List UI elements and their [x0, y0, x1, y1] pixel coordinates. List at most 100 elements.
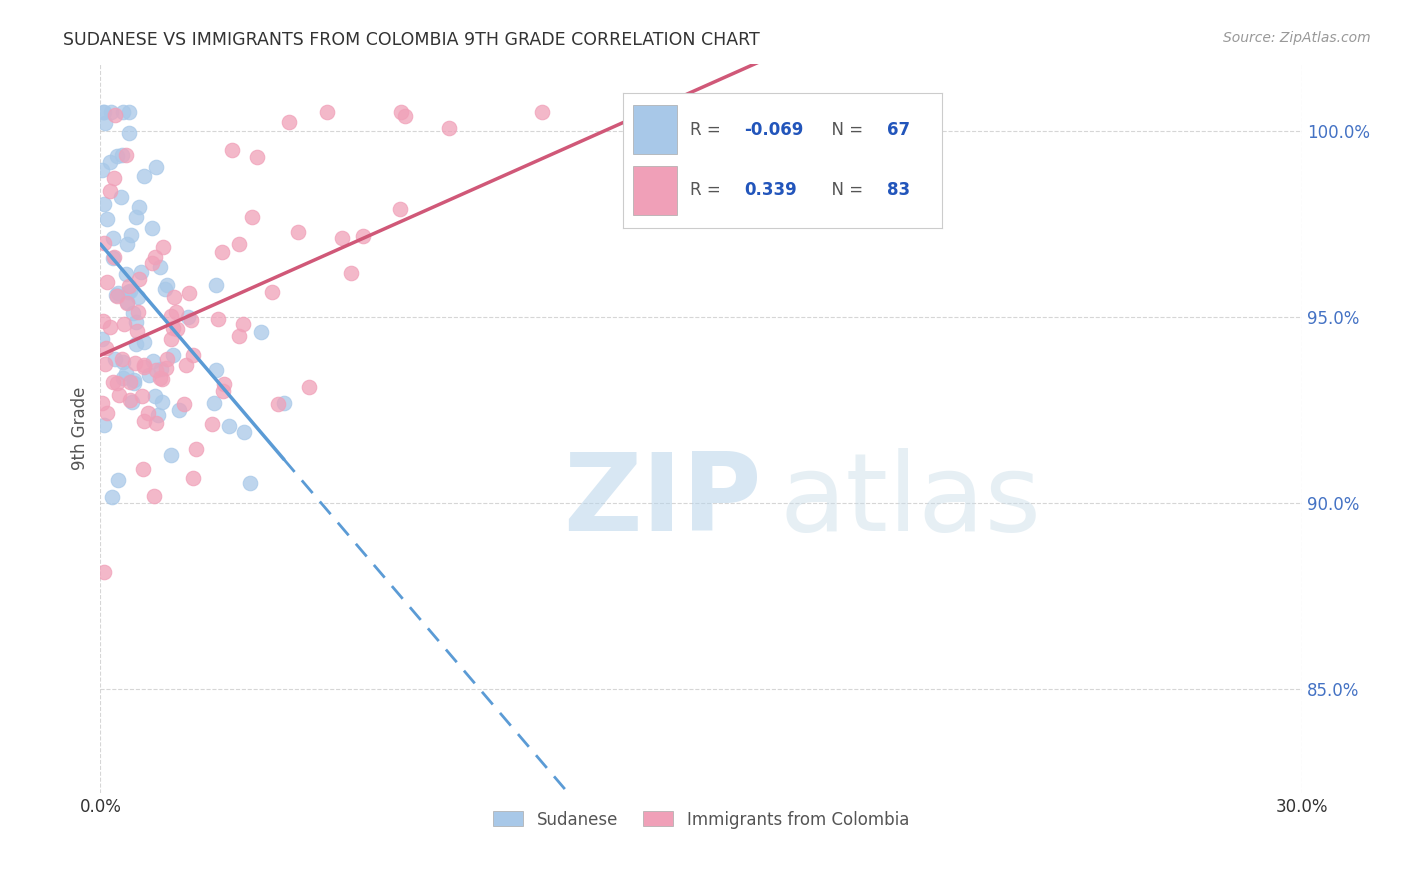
Point	[96, 211, 118, 226]
Point	[250, 325, 273, 339]
Point	[118, 126, 141, 140]
Point	[115, 267, 138, 281]
Point	[111, 352, 134, 367]
Point	[91, 395, 114, 409]
Point	[159, 448, 181, 462]
Legend: Sudanese, Immigrants from Colombia: Sudanese, Immigrants from Colombia	[486, 804, 915, 835]
Point	[202, 395, 225, 409]
Point	[103, 250, 125, 264]
Point	[98, 184, 121, 198]
Point	[143, 489, 166, 503]
Point	[228, 329, 250, 343]
Point	[221, 143, 243, 157]
Point	[273, 396, 295, 410]
Point	[125, 315, 148, 329]
Point	[132, 334, 155, 349]
Text: atlas: atlas	[779, 448, 1042, 554]
Point	[211, 244, 233, 259]
Point	[132, 461, 155, 475]
Point	[150, 394, 173, 409]
Point	[181, 348, 204, 362]
Point	[105, 376, 128, 391]
Point	[394, 109, 416, 123]
Point	[240, 211, 263, 225]
Point	[163, 290, 186, 304]
Point	[103, 171, 125, 186]
Point	[162, 348, 184, 362]
Point	[246, 150, 269, 164]
Point	[121, 395, 143, 409]
Point	[212, 384, 235, 398]
Point	[93, 105, 115, 120]
Point	[101, 375, 124, 389]
Point	[118, 279, 141, 293]
Point	[277, 115, 299, 129]
Point	[138, 406, 160, 420]
Point	[174, 358, 197, 372]
Point	[107, 388, 129, 402]
Point	[132, 414, 155, 428]
Point	[91, 163, 114, 178]
Point	[162, 321, 184, 335]
Point	[94, 357, 117, 371]
Point	[104, 287, 127, 301]
Point	[166, 322, 188, 336]
Point	[107, 286, 129, 301]
Point	[107, 289, 129, 303]
Point	[145, 160, 167, 174]
Point	[122, 373, 145, 387]
Point	[93, 565, 115, 579]
Point	[98, 155, 121, 169]
Point	[177, 310, 200, 324]
Point	[149, 370, 172, 384]
Point	[239, 476, 262, 491]
Point	[150, 362, 173, 376]
Point	[143, 250, 166, 264]
Point	[128, 200, 150, 214]
Point	[91, 332, 114, 346]
Point	[142, 354, 165, 368]
Point	[212, 376, 235, 391]
Text: ZIP: ZIP	[562, 448, 762, 554]
Point	[207, 312, 229, 326]
Point	[100, 105, 122, 120]
Point	[149, 260, 172, 274]
Point	[330, 230, 353, 244]
Point	[125, 337, 148, 351]
Point	[115, 148, 138, 162]
Point	[91, 314, 114, 328]
Point	[127, 290, 149, 304]
Point	[117, 285, 139, 299]
Point	[96, 405, 118, 419]
Point	[121, 306, 143, 320]
Point	[232, 318, 254, 332]
Point	[134, 359, 156, 373]
Point	[160, 332, 183, 346]
Y-axis label: 9th Grade: 9th Grade	[72, 386, 89, 470]
Point	[101, 490, 124, 504]
Point	[155, 282, 177, 296]
Point	[110, 190, 132, 204]
Point	[104, 351, 127, 366]
Point	[165, 305, 187, 319]
Point	[875, 105, 897, 120]
Point	[200, 417, 222, 431]
Point	[134, 169, 156, 184]
Point	[111, 148, 134, 162]
Point	[156, 352, 179, 367]
Point	[93, 236, 115, 251]
Point	[316, 105, 339, 120]
Point	[205, 362, 228, 376]
Point	[218, 418, 240, 433]
Point	[167, 403, 190, 417]
Point	[129, 264, 152, 278]
Point	[93, 417, 115, 432]
Point	[112, 317, 135, 331]
Text: SUDANESE VS IMMIGRANTS FROM COLOMBIA 9TH GRADE CORRELATION CHART: SUDANESE VS IMMIGRANTS FROM COLOMBIA 9TH…	[63, 31, 761, 49]
Point	[125, 210, 148, 224]
Point	[104, 108, 127, 122]
Point	[120, 393, 142, 408]
Point	[160, 309, 183, 323]
Point	[340, 266, 363, 280]
Point	[115, 366, 138, 380]
